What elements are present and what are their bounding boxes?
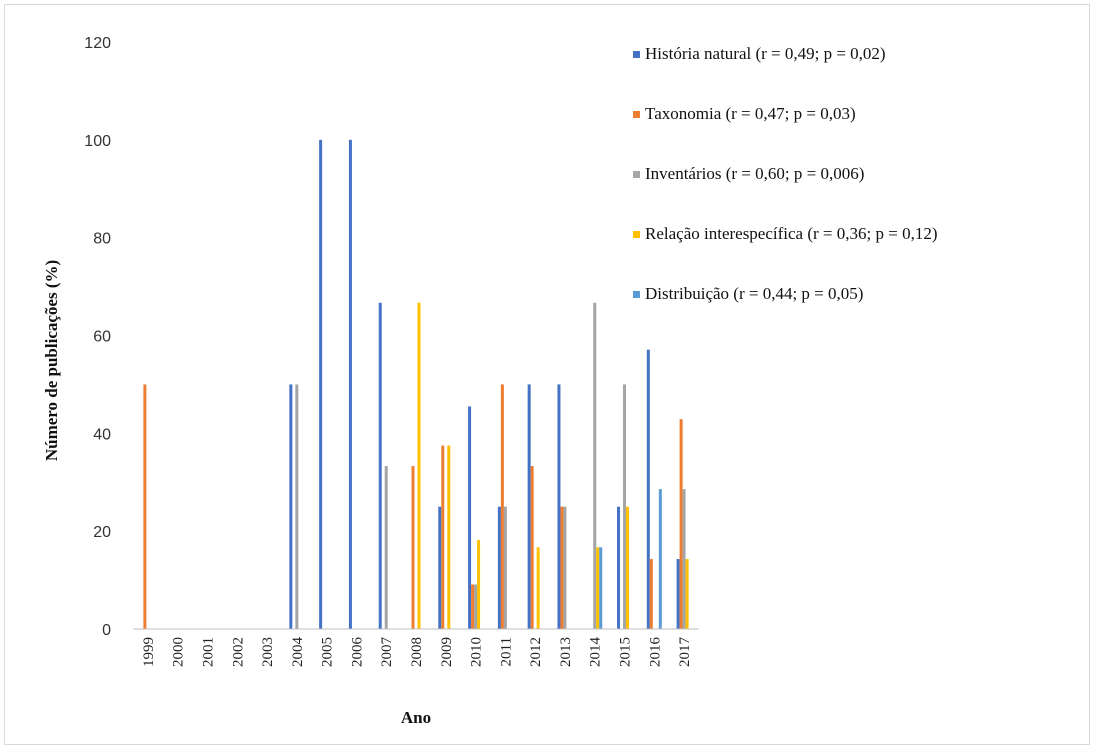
legend-swatch (633, 51, 640, 58)
x-tick-label: 2002 (230, 637, 246, 667)
bar-2009-series-3 (447, 445, 451, 629)
x-tick-label: 2008 (409, 637, 425, 667)
x-tick-label: 2009 (439, 637, 455, 667)
x-tick-label: 2006 (349, 637, 365, 668)
y-tick-label: 120 (84, 35, 111, 52)
x-tick-label: 2001 (200, 637, 216, 667)
bar-2014-series-4 (599, 547, 603, 629)
x-axis-ticks: 1999 2000 2001 2002 2003 2004 2005 2006 2007 2008… (141, 637, 693, 668)
bar-2007-series-2 (384, 466, 388, 629)
bar-2015-series-2 (623, 384, 627, 629)
bar-2014-series-3 (596, 547, 600, 629)
bar-2008-series-1 (411, 466, 415, 629)
bar-2016-series-1 (649, 559, 653, 629)
y-axis-ticks: 0 20 40 60 80 100 120 (84, 35, 111, 639)
x-tick-label: 2011 (498, 637, 514, 666)
bar-2009-series-0 (438, 506, 442, 629)
bar-2010-series-3 (477, 539, 481, 629)
x-tick-label: 2017 (677, 637, 693, 668)
bar-2012-series-0 (527, 384, 531, 629)
y-tick-label: 80 (93, 231, 111, 248)
bar-2010-series-2 (474, 584, 478, 629)
bar-2006-series-0 (348, 139, 352, 630)
legend-swatch (633, 171, 640, 178)
legend-swatch (633, 111, 640, 118)
bar-chart: 0 20 40 60 80 100 120 1999 2000 2001 2002 2003 2004… (42, 35, 937, 727)
bar-2004-series-2 (295, 384, 299, 629)
bar-1999-series-1 (143, 384, 147, 629)
bar-2012-series-1 (530, 466, 534, 629)
chart-frame: 0 20 40 60 80 100 120 1999 2000 2001 2002 2003 2004… (4, 4, 1090, 745)
y-tick-label: 40 (93, 426, 111, 443)
bar-2016-series-4 (658, 489, 662, 629)
y-axis-title: Número de publicações (%) (42, 260, 61, 461)
bar-2013-series-2 (563, 506, 567, 629)
bars (143, 139, 689, 630)
x-tick-label: 2012 (528, 637, 544, 667)
bar-2015-series-3 (626, 506, 630, 629)
bar-2017-series-1 (679, 419, 683, 629)
legend: História natural (r = 0,49; p = 0,02) Tax… (633, 44, 937, 303)
legend-item-label: História natural (r = 0,49; p = 0,02) (645, 44, 886, 63)
bar-2013-series-1 (560, 506, 564, 629)
bar-2007-series-0 (378, 302, 382, 629)
x-tick-label: 2003 (260, 637, 276, 667)
bar-2015-series-0 (617, 506, 621, 629)
legend-swatch (633, 231, 640, 238)
bar-2009-series-1 (441, 445, 445, 629)
x-tick-label: 2014 (588, 637, 604, 668)
x-tick-label: 2013 (558, 637, 574, 667)
legend-swatch (633, 291, 640, 298)
bar-2012-series-3 (536, 547, 540, 629)
x-axis-title: Ano (401, 708, 431, 727)
x-tick-label: 2010 (469, 637, 485, 667)
y-tick-label: 100 (84, 133, 111, 150)
bar-2004-series-0 (289, 384, 293, 629)
bar-2010-series-1 (471, 584, 475, 629)
bar-2008-series-3 (417, 302, 421, 629)
bar-2017-series-2 (682, 489, 686, 629)
bar-2010-series-0 (468, 406, 472, 629)
bar-2016-series-0 (646, 349, 650, 629)
x-tick-label: 2005 (320, 637, 336, 667)
legend-item-label: Distribuição (r = 0,44; p = 0,05) (645, 284, 863, 303)
y-tick-label: 0 (102, 622, 111, 639)
bar-2013-series-0 (557, 384, 561, 629)
x-tick-label: 2007 (379, 637, 395, 668)
legend-item-label: Inventários (r = 0,60; p = 0,006) (645, 164, 864, 183)
legend-item-label: Taxonomia (r = 0,47; p = 0,03) (645, 104, 856, 123)
bar-2014-series-2 (593, 302, 597, 629)
x-tick-label: 1999 (141, 637, 157, 667)
bar-2005-series-0 (319, 139, 323, 630)
x-tick-label: 2000 (171, 637, 187, 667)
y-tick-label: 20 (93, 524, 111, 541)
x-tick-label: 2004 (290, 637, 306, 668)
y-tick-label: 60 (93, 329, 111, 346)
bar-2017-series-0 (676, 559, 680, 629)
bar-2011-series-1 (500, 384, 504, 629)
x-tick-label: 2015 (618, 637, 634, 667)
x-tick-label: 2016 (647, 637, 663, 668)
legend-item-label: Relação interespecífica (r = 0,36; p = 0… (645, 224, 937, 243)
bar-2011-series-0 (497, 506, 501, 629)
bar-2017-series-3 (685, 559, 689, 629)
bar-2011-series-2 (503, 506, 507, 629)
